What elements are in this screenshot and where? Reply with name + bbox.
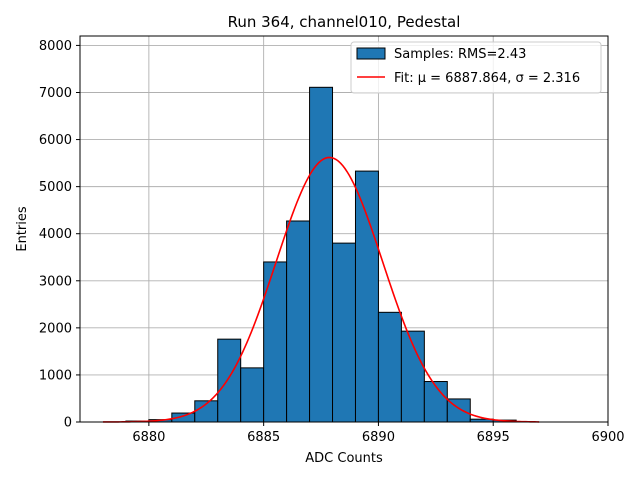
gaussian-fit — [102, 156, 540, 423]
x-tick-label: 6890 — [362, 430, 395, 445]
histogram-bar — [332, 242, 356, 423]
legend-histogram-swatch — [356, 47, 386, 60]
chart-title: Run 364, channel010, Pedestal — [228, 13, 461, 31]
histogram-bar — [217, 338, 242, 423]
x-tick-label: 6885 — [247, 430, 280, 445]
histogram-bar — [263, 261, 288, 423]
plot-area-frame — [79, 35, 609, 423]
histogram-bar — [354, 170, 379, 423]
y-tick-label: 1000 — [39, 368, 72, 383]
y-tick-label: 4000 — [39, 227, 72, 242]
histogram-bar — [309, 86, 334, 423]
y-axis-label: Entries — [15, 206, 30, 252]
legend-box — [350, 41, 602, 94]
histogram-bar — [240, 367, 265, 423]
x-tick-label: 6880 — [132, 430, 165, 445]
y-tick-label: 8000 — [39, 39, 72, 54]
legend: Samples: RMS=2.43 Fit: μ = 6887.864, σ =… — [350, 41, 602, 94]
x-axis-ticks: 6880 6885 6890 6895 6900 — [132, 422, 625, 445]
x-tick-label: 6895 — [477, 430, 510, 445]
fit-curve — [102, 156, 540, 423]
x-axis-label: ADC Counts — [305, 451, 383, 466]
legend-fit-label: Fit: μ = 6887.864, σ = 2.316 — [394, 71, 580, 86]
y-tick-label: 0 — [64, 416, 72, 431]
y-tick-label: 6000 — [39, 133, 72, 148]
histogram-bar — [377, 311, 402, 423]
y-tick-label: 3000 — [39, 274, 72, 289]
legend-histogram-label: Samples: RMS=2.43 — [394, 47, 526, 62]
y-tick-label: 2000 — [39, 321, 72, 336]
y-axis-ticks: 0 1000 2000 3000 4000 5000 6000 7000 8000 — [39, 39, 80, 431]
y-tick-label: 5000 — [39, 180, 72, 195]
histogram-bars — [125, 86, 517, 423]
y-tick-label: 7000 — [39, 86, 72, 101]
x-tick-label: 6900 — [591, 430, 624, 445]
histogram-bar — [286, 220, 311, 423]
